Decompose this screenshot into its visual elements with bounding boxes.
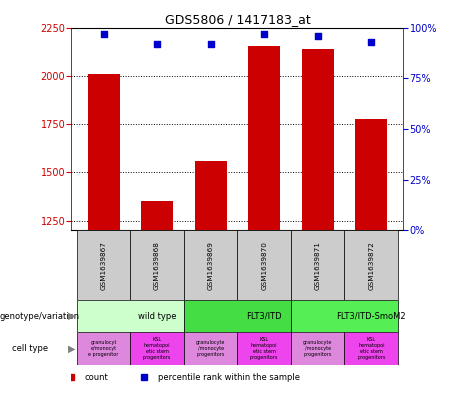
Bar bbox=[88, 74, 120, 230]
Bar bbox=[237, 332, 291, 365]
Text: genotype/variation: genotype/variation bbox=[0, 312, 80, 321]
Bar bbox=[130, 332, 184, 365]
Text: KSL
hematopoi
etic stem
progenitors: KSL hematopoi etic stem progenitors bbox=[250, 337, 278, 360]
Text: granulocyt
e/monocyt
e progenitor: granulocyt e/monocyt e progenitor bbox=[89, 340, 119, 357]
Bar bbox=[77, 230, 130, 300]
Text: FLT3/ITD-SmoM2: FLT3/ITD-SmoM2 bbox=[337, 312, 406, 321]
Bar bbox=[291, 230, 344, 300]
Bar bbox=[344, 332, 398, 365]
Bar bbox=[237, 230, 291, 300]
Text: GSM1639868: GSM1639868 bbox=[154, 241, 160, 290]
Bar bbox=[301, 49, 334, 230]
Text: ▶: ▶ bbox=[68, 343, 76, 353]
Bar bbox=[355, 119, 387, 230]
Text: cell type: cell type bbox=[12, 344, 47, 353]
Point bbox=[314, 33, 321, 39]
Bar bbox=[184, 332, 237, 365]
Point bbox=[207, 40, 214, 47]
Bar bbox=[130, 230, 184, 300]
Text: GSM1639870: GSM1639870 bbox=[261, 241, 267, 290]
Bar bbox=[77, 300, 184, 332]
Bar bbox=[291, 332, 344, 365]
Bar bbox=[141, 200, 173, 230]
Bar bbox=[344, 230, 398, 300]
Bar bbox=[248, 46, 280, 230]
Point bbox=[260, 30, 268, 37]
Point bbox=[100, 30, 107, 37]
Text: KSL
hematopoi
etic stem
progenitors: KSL hematopoi etic stem progenitors bbox=[357, 337, 385, 360]
Text: granulocyte
/monocyte
progenitors: granulocyte /monocyte progenitors bbox=[303, 340, 332, 357]
Text: GSM1639867: GSM1639867 bbox=[100, 241, 106, 290]
Text: GSM1639872: GSM1639872 bbox=[368, 241, 374, 290]
Text: granulocyte
/monocyte
progenitors: granulocyte /monocyte progenitors bbox=[196, 340, 225, 357]
Bar bbox=[291, 300, 398, 332]
Text: GSM1639871: GSM1639871 bbox=[315, 241, 321, 290]
Text: FLT3/ITD: FLT3/ITD bbox=[246, 312, 282, 321]
Bar bbox=[195, 161, 227, 230]
Text: ▶: ▶ bbox=[68, 311, 76, 321]
Point bbox=[154, 40, 161, 47]
Text: count: count bbox=[85, 373, 108, 382]
Point bbox=[367, 39, 375, 45]
Text: wild type: wild type bbox=[138, 312, 177, 321]
Text: KSL
hematopoi
etic stem
progenitors: KSL hematopoi etic stem progenitors bbox=[143, 337, 171, 360]
Bar bbox=[184, 300, 291, 332]
Title: GDS5806 / 1417183_at: GDS5806 / 1417183_at bbox=[165, 13, 310, 26]
Bar bbox=[184, 230, 237, 300]
Text: percentile rank within the sample: percentile rank within the sample bbox=[158, 373, 300, 382]
Bar bbox=[77, 332, 130, 365]
Text: GSM1639869: GSM1639869 bbox=[207, 241, 213, 290]
